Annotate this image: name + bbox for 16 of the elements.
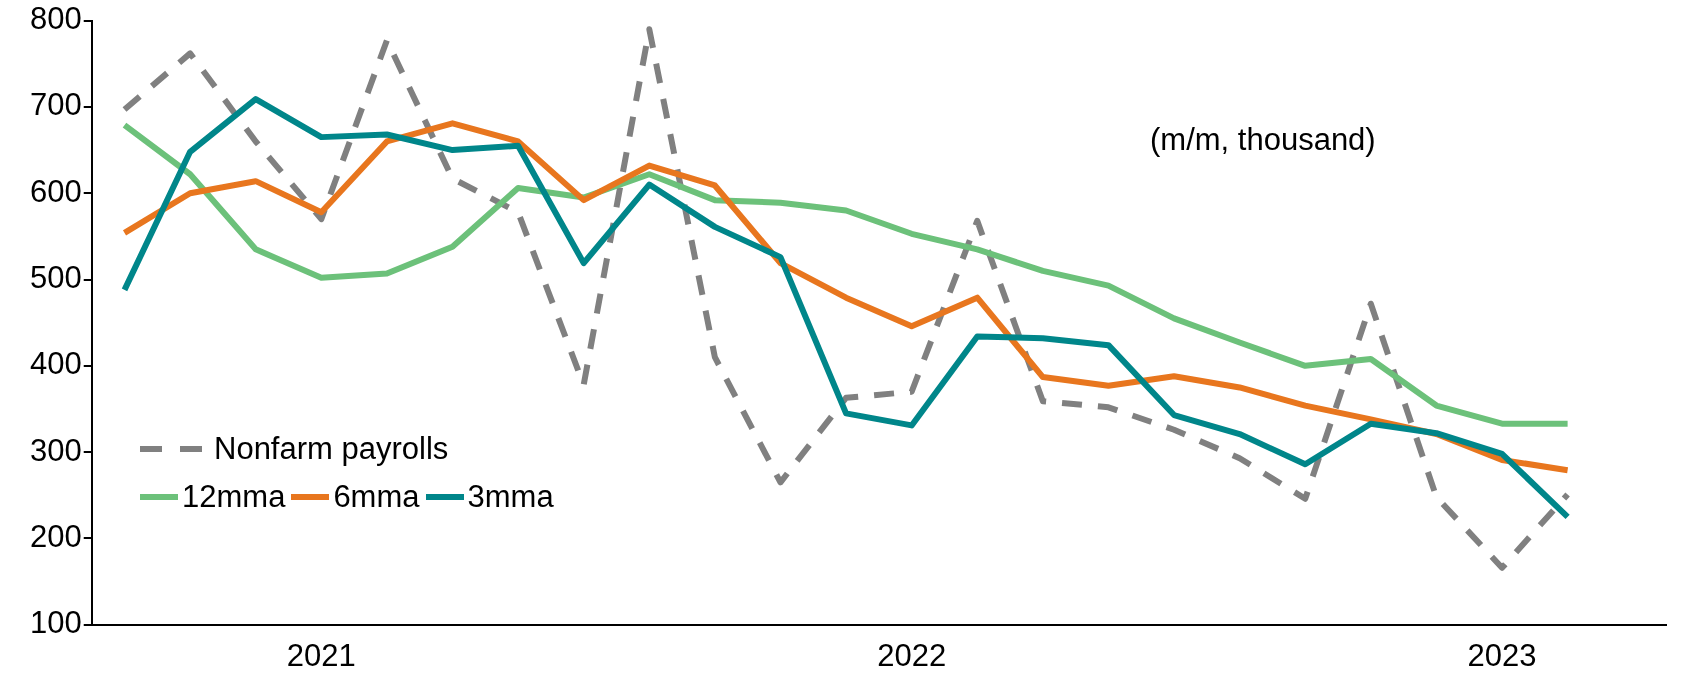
x-tick-label: 2021: [286, 637, 356, 673]
y-tick-label: 400: [29, 346, 82, 382]
y-tick-label: 600: [29, 173, 82, 209]
legend-label: 3mma: [467, 479, 554, 515]
y-tick-label: 500: [29, 260, 82, 296]
y-tick-label: 700: [29, 87, 82, 123]
annotation: (m/m, thousand): [1150, 122, 1376, 158]
y-tick-label: 800: [29, 1, 82, 37]
x-tick-label: 2023: [1467, 637, 1537, 673]
y-tick-label: 100: [29, 605, 82, 641]
y-tick-label: 200: [29, 519, 82, 555]
legend-label: 12mma: [182, 479, 286, 515]
legend-label: 6mma: [333, 479, 420, 515]
x-tick-label: 2022: [877, 637, 947, 673]
legend-label: Nonfarm payrolls: [214, 431, 449, 467]
y-tick-label: 300: [29, 432, 82, 468]
